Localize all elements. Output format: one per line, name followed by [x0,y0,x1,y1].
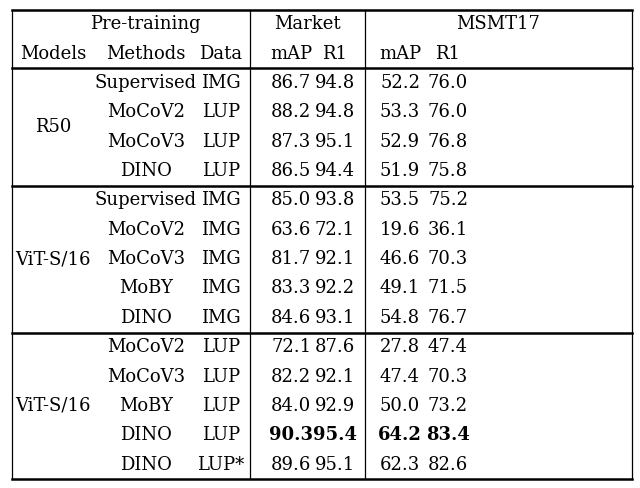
Text: 53.3: 53.3 [380,103,420,122]
Text: 95.1: 95.1 [315,133,355,151]
Text: MoCoV3: MoCoV3 [107,367,185,386]
Text: IMG: IMG [201,191,241,209]
Text: 83.4: 83.4 [426,426,470,444]
Text: Supervised: Supervised [95,191,197,209]
Text: 92.1: 92.1 [315,250,355,268]
Text: MoCoV2: MoCoV2 [107,338,185,356]
Text: DINO: DINO [120,309,172,327]
Text: 93.1: 93.1 [314,309,355,327]
Text: ViT-S/16: ViT-S/16 [15,397,91,415]
Text: MoBY: MoBY [119,397,173,415]
Text: 83.3: 83.3 [271,280,312,298]
Text: 64.2: 64.2 [378,426,422,444]
Text: 71.5: 71.5 [428,280,468,298]
Text: 90.3: 90.3 [269,426,313,444]
Text: R50: R50 [35,118,71,136]
Text: 92.1: 92.1 [315,367,355,386]
Text: 84.0: 84.0 [271,397,311,415]
Text: Data: Data [199,45,243,63]
Text: 54.8: 54.8 [380,309,420,327]
Text: Methods: Methods [106,45,186,63]
Text: 75.2: 75.2 [428,191,468,209]
Text: 47.4: 47.4 [380,367,420,386]
Text: 92.9: 92.9 [315,397,355,415]
Text: IMG: IMG [201,309,241,327]
Text: 47.4: 47.4 [428,338,468,356]
Text: LUP: LUP [202,103,240,122]
Text: 86.5: 86.5 [271,162,311,180]
Text: mAP: mAP [270,45,312,63]
Text: LUP*: LUP* [197,455,244,473]
Text: 70.3: 70.3 [428,367,468,386]
Text: 63.6: 63.6 [271,221,312,239]
Text: mAP: mAP [379,45,421,63]
Text: MoCoV2: MoCoV2 [107,221,185,239]
Text: ViT-S/16: ViT-S/16 [15,250,91,268]
Text: 76.0: 76.0 [428,103,468,122]
Text: 87.3: 87.3 [271,133,311,151]
Text: IMG: IMG [201,250,241,268]
Text: 52.2: 52.2 [380,74,420,92]
Text: 19.6: 19.6 [380,221,420,239]
Text: 82.6: 82.6 [428,455,468,473]
Text: 73.2: 73.2 [428,397,468,415]
Text: 95.1: 95.1 [315,455,355,473]
Text: Models: Models [20,45,86,63]
Text: Supervised: Supervised [95,74,197,92]
Text: 85.0: 85.0 [271,191,311,209]
Text: DINO: DINO [120,426,172,444]
Text: Pre-training: Pre-training [90,16,200,34]
Text: 76.8: 76.8 [428,133,468,151]
Text: 49.1: 49.1 [380,280,420,298]
Text: 87.6: 87.6 [315,338,355,356]
Text: 75.8: 75.8 [428,162,468,180]
Text: IMG: IMG [201,280,241,298]
Text: 93.8: 93.8 [314,191,355,209]
Text: 92.2: 92.2 [315,280,355,298]
Text: 46.6: 46.6 [380,250,420,268]
Text: 70.3: 70.3 [428,250,468,268]
Text: 86.7: 86.7 [271,74,311,92]
Text: DINO: DINO [120,162,172,180]
Text: 82.2: 82.2 [271,367,311,386]
Text: 36.1: 36.1 [428,221,468,239]
Text: LUP: LUP [202,338,240,356]
Text: LUP: LUP [202,397,240,415]
Text: 72.1: 72.1 [315,221,355,239]
Text: IMG: IMG [201,74,241,92]
Text: 72.1: 72.1 [271,338,311,356]
Text: LUP: LUP [202,367,240,386]
Text: MoCoV3: MoCoV3 [107,250,185,268]
Text: LUP: LUP [202,162,240,180]
Text: MoBY: MoBY [119,280,173,298]
Text: 51.9: 51.9 [380,162,420,180]
Text: R1: R1 [435,45,461,63]
Text: R1: R1 [322,45,348,63]
Text: Market: Market [274,16,340,34]
Text: LUP: LUP [202,426,240,444]
Text: MoCoV2: MoCoV2 [107,103,185,122]
Text: IMG: IMG [201,221,241,239]
Text: 81.7: 81.7 [271,250,311,268]
Text: 94.4: 94.4 [315,162,355,180]
Text: MoCoV3: MoCoV3 [107,133,185,151]
Text: 89.6: 89.6 [271,455,312,473]
Text: 50.0: 50.0 [380,397,420,415]
Text: 95.4: 95.4 [313,426,356,444]
Text: 84.6: 84.6 [271,309,311,327]
Text: MSMT17: MSMT17 [456,16,541,34]
Text: 94.8: 94.8 [315,103,355,122]
Text: 62.3: 62.3 [380,455,420,473]
Text: DINO: DINO [120,455,172,473]
Text: 76.0: 76.0 [428,74,468,92]
Text: 88.2: 88.2 [271,103,311,122]
Text: 53.5: 53.5 [380,191,420,209]
Text: 52.9: 52.9 [380,133,420,151]
Text: 27.8: 27.8 [380,338,420,356]
Text: 94.8: 94.8 [315,74,355,92]
Text: LUP: LUP [202,133,240,151]
Text: 76.7: 76.7 [428,309,468,327]
